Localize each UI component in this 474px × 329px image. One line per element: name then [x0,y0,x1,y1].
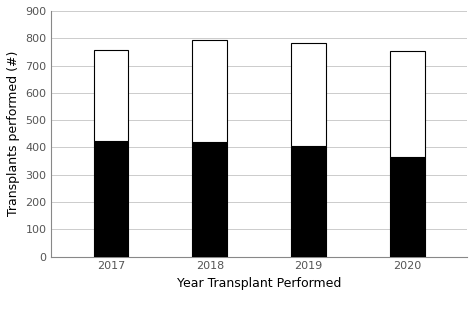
Y-axis label: Transplants performed (#): Transplants performed (#) [7,51,20,216]
Bar [192,40,227,142]
X-axis label: Year Transplant Performed: Year Transplant Performed [177,277,341,290]
Bar [292,43,326,145]
Bar [292,145,326,257]
Bar [93,140,128,257]
Bar [93,50,128,140]
Bar [192,142,227,257]
Bar [391,51,425,157]
Bar [391,157,425,257]
